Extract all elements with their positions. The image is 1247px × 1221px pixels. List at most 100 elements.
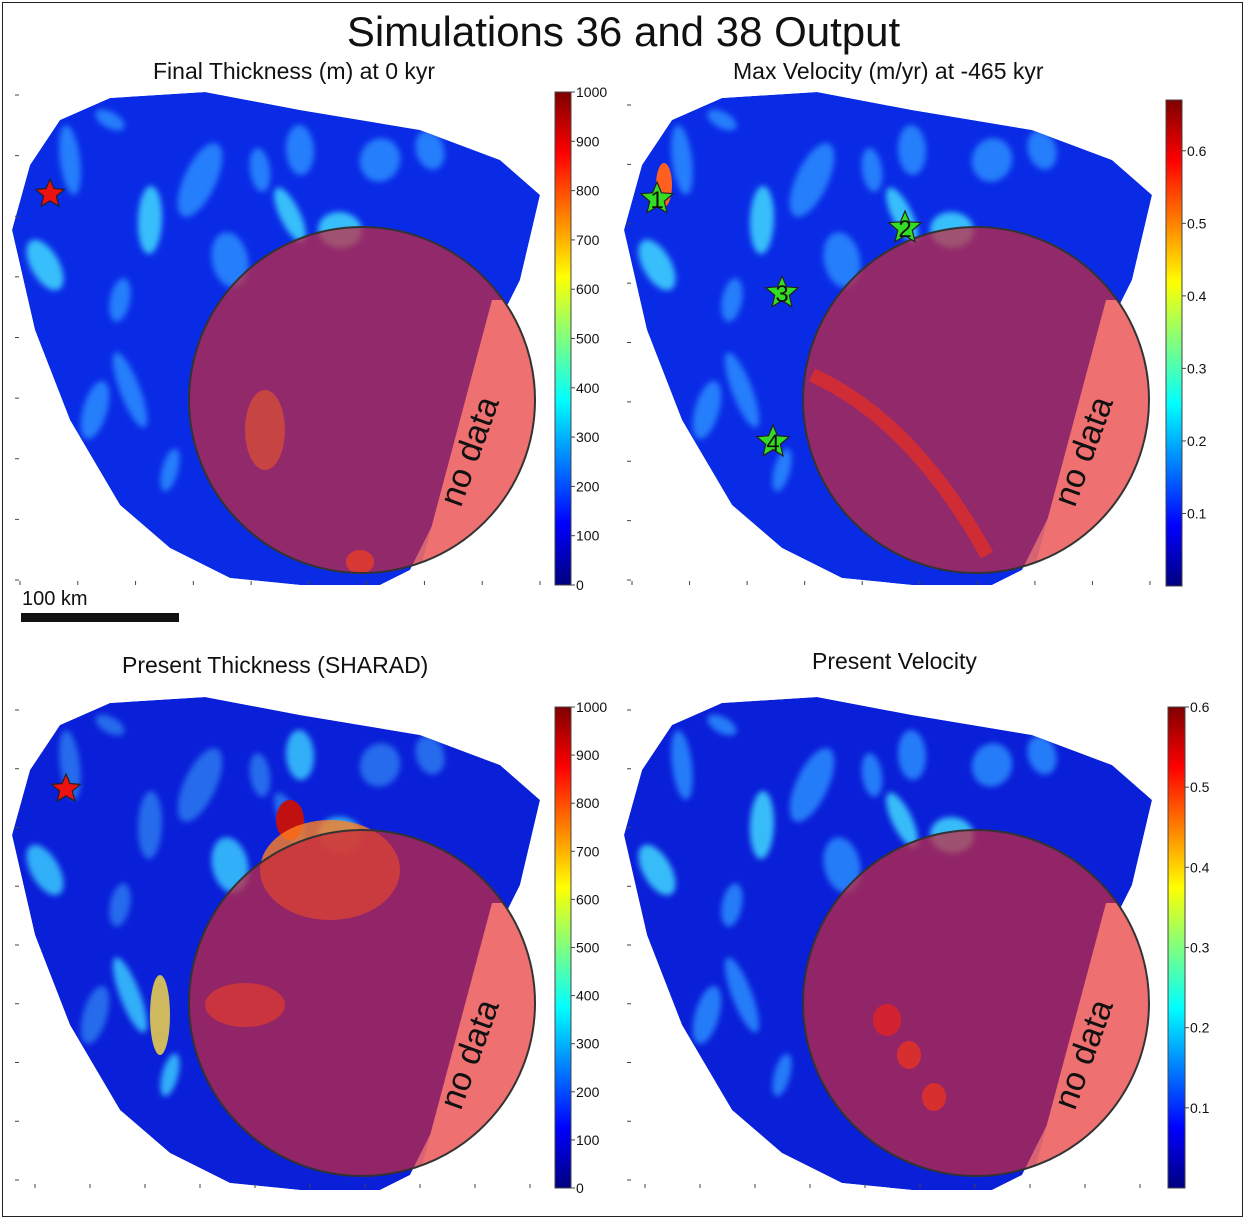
map-hotspot bbox=[150, 975, 170, 1055]
figure-title: Simulations 36 and 38 Output bbox=[346, 8, 901, 55]
marker-red-star bbox=[50, 772, 82, 803]
map-feature bbox=[177, 748, 223, 822]
map-feature bbox=[249, 148, 271, 192]
map-features-final-thickness bbox=[26, 109, 445, 492]
colorbar-tick-label: 100 bbox=[576, 1132, 600, 1148]
map-feature bbox=[80, 985, 110, 1045]
colorbar-tick-label: 0.4 bbox=[1190, 859, 1210, 875]
colorbar-tick-label: 900 bbox=[576, 133, 600, 149]
map-features-max-velocity bbox=[638, 109, 1057, 492]
map-feature bbox=[749, 186, 775, 254]
marker-red-star bbox=[34, 177, 66, 208]
mask-outline-max-velocity bbox=[802, 226, 1150, 574]
map-feature bbox=[692, 380, 722, 440]
map-feature bbox=[772, 448, 792, 492]
no-data-area bbox=[412, 300, 535, 573]
map-feature bbox=[823, 232, 861, 288]
colorbar-tick-label: 400 bbox=[576, 988, 600, 1004]
map-feature bbox=[109, 883, 131, 927]
map-feature bbox=[789, 143, 835, 217]
colorbar-present-velocity bbox=[1167, 706, 1186, 1189]
scale-bar bbox=[21, 613, 179, 622]
colorbar-tick-label: 700 bbox=[576, 232, 600, 248]
map-feature bbox=[886, 792, 918, 848]
colorbar-tick-label: 800 bbox=[576, 795, 600, 811]
map-feature bbox=[274, 187, 306, 243]
map-feature bbox=[721, 278, 743, 322]
colorbar-tick-label: 0.5 bbox=[1190, 779, 1210, 795]
map-feature bbox=[26, 844, 64, 896]
map-feature bbox=[285, 730, 315, 780]
map-feature bbox=[861, 753, 883, 797]
map-feature bbox=[971, 138, 1013, 182]
marker-label: 1 bbox=[650, 187, 663, 214]
map-feature bbox=[109, 278, 131, 322]
map-feature bbox=[160, 448, 180, 492]
no-data-wedge-present-thickness bbox=[412, 903, 535, 1176]
colorbar-tick-label: 500 bbox=[576, 940, 600, 956]
map-feature bbox=[671, 125, 693, 195]
colorbar-tick-label: 600 bbox=[576, 281, 600, 297]
map-feature bbox=[359, 743, 401, 787]
map-feature bbox=[95, 109, 125, 131]
colorbar-tick-label: 0 bbox=[576, 1180, 584, 1196]
colorbar-tick-label: 700 bbox=[576, 843, 600, 859]
colorbar-tick-label: 200 bbox=[576, 1084, 600, 1100]
map-feature bbox=[95, 714, 125, 736]
colorbar-tick-label: 600 bbox=[576, 891, 600, 907]
map-feature bbox=[112, 957, 148, 1033]
map-feature bbox=[671, 730, 693, 800]
colorbar-tick-label: 0.2 bbox=[1187, 433, 1207, 449]
colorbar-tick-label: 200 bbox=[576, 478, 600, 494]
colorbar-tick-label: 1000 bbox=[576, 84, 607, 100]
colorbar-final-thickness bbox=[554, 91, 572, 586]
map-feature bbox=[211, 232, 249, 288]
map-feature bbox=[721, 883, 743, 927]
map-feature bbox=[772, 1053, 792, 1097]
marker-green-star-2 bbox=[887, 209, 923, 244]
map-feature bbox=[160, 1053, 180, 1097]
colorbar-tick-label: 0.6 bbox=[1190, 699, 1210, 715]
marker-green-star-3 bbox=[764, 274, 800, 309]
map-feature bbox=[80, 380, 110, 440]
colorbar-tick-label: 800 bbox=[576, 183, 600, 199]
colorbar-max-velocity bbox=[1165, 99, 1183, 587]
colorbar-tick-label: 900 bbox=[576, 747, 600, 763]
scale-bar-label: 100 km bbox=[22, 588, 88, 610]
map-feature bbox=[112, 352, 148, 428]
mask-outline-present-velocity bbox=[802, 829, 1150, 1177]
map-feature bbox=[415, 735, 445, 775]
map-feature bbox=[59, 125, 81, 195]
panel-present-velocity: no data 0.10.20.30.40.50.6 bbox=[624, 697, 1210, 1190]
panel-title-present-velocity: Present Velocity bbox=[812, 648, 977, 674]
marker-green-star-4 bbox=[755, 423, 791, 458]
no-data-area bbox=[412, 903, 535, 1176]
map-feature bbox=[1027, 130, 1057, 170]
map-feature bbox=[285, 125, 315, 175]
map-feature bbox=[177, 143, 223, 217]
map-feature bbox=[707, 714, 737, 736]
marker-green-star-1 bbox=[639, 180, 675, 215]
colorbar-tick-label: 500 bbox=[576, 331, 600, 347]
mask-outline-present-thickness bbox=[188, 829, 536, 1177]
map-feature bbox=[359, 138, 401, 182]
no-data-wedge-final-thickness bbox=[412, 300, 535, 573]
colorbar-present-thickness bbox=[554, 706, 572, 1189]
map-feature bbox=[137, 186, 163, 254]
map-feature bbox=[861, 148, 883, 192]
map-feature bbox=[971, 743, 1013, 787]
map-feature bbox=[1027, 735, 1057, 775]
colorbar-tick-label: 1000 bbox=[576, 699, 607, 715]
map-feature bbox=[638, 844, 676, 896]
no-data-area bbox=[1026, 903, 1149, 1176]
colorbar-tick-label: 300 bbox=[576, 1036, 600, 1052]
colorbar-tick-label: 0.3 bbox=[1190, 940, 1210, 956]
map-feature bbox=[724, 352, 760, 428]
map-feature bbox=[897, 730, 927, 780]
colorbar-tick-label: 0.1 bbox=[1190, 1100, 1210, 1116]
marker-label: 3 bbox=[775, 281, 788, 308]
colorbar-tick-label: 100 bbox=[576, 528, 600, 544]
